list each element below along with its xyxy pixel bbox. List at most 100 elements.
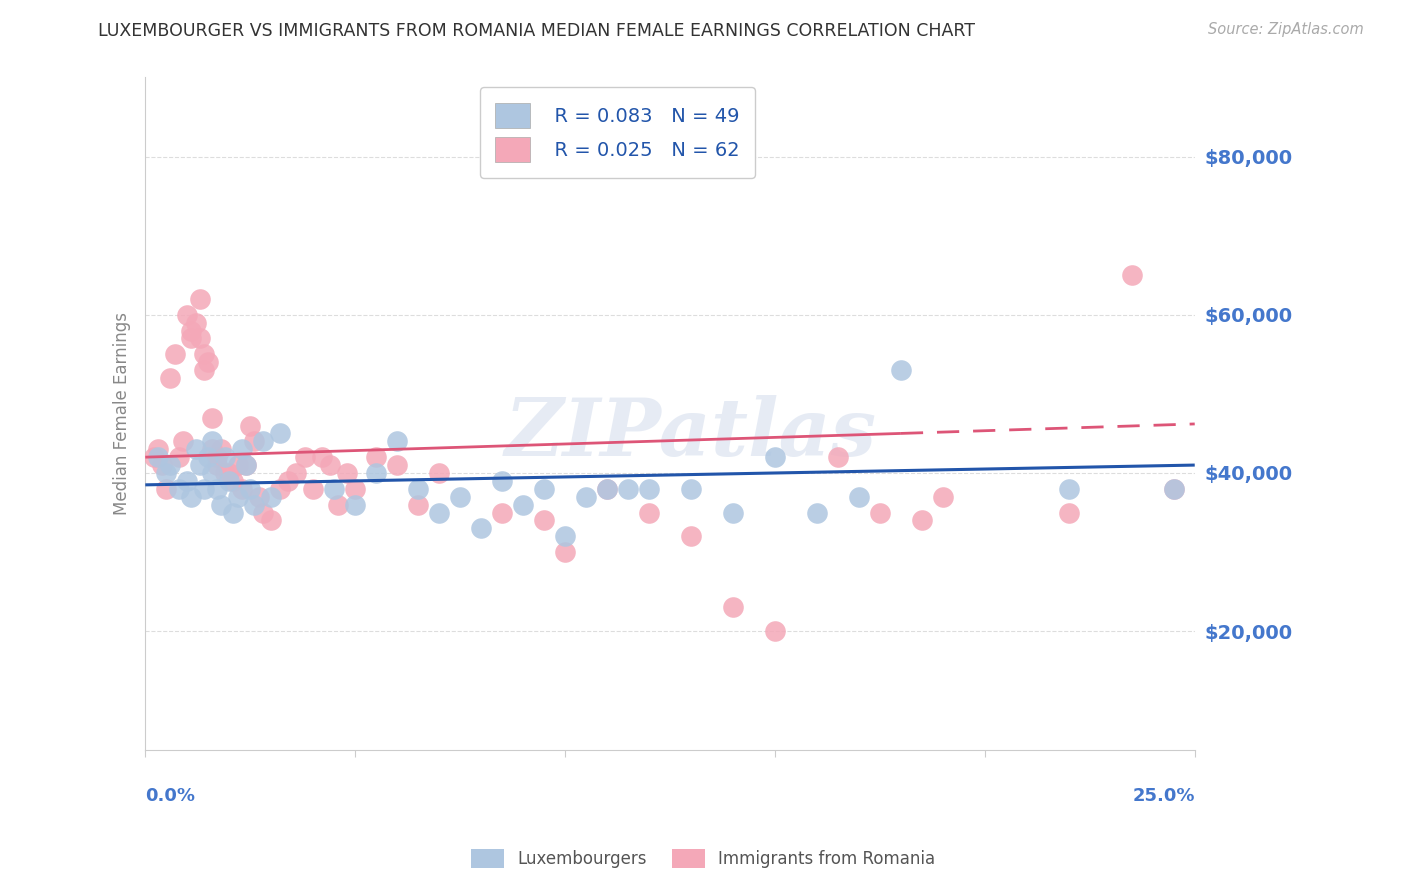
Point [294, 450, 316, 465]
Point [366, 450, 388, 465]
Point [197, 450, 219, 465]
Text: LUXEMBOURGER VS IMMIGRANTS FROM ROMANIA MEDIAN FEMALE EARNINGS CORRELATION CHART: LUXEMBOURGER VS IMMIGRANTS FROM ROMANIA … [98, 22, 976, 40]
Text: ZIPatlas: ZIPatlas [505, 395, 877, 473]
Point [243, 434, 266, 449]
Point [159, 458, 181, 472]
Point [336, 466, 359, 480]
Point [302, 482, 325, 496]
Text: 25.0%: 25.0% [1132, 787, 1195, 805]
Point [193, 363, 215, 377]
Point [188, 331, 211, 345]
Point [209, 442, 232, 457]
Point [427, 466, 450, 480]
Point [184, 316, 207, 330]
Point [188, 458, 211, 472]
Point [205, 450, 228, 465]
Point [252, 506, 274, 520]
Point [205, 458, 228, 472]
Legend: Luxembourgers, Immigrants from Romania: Luxembourgers, Immigrants from Romania [464, 842, 942, 875]
Point [638, 482, 661, 496]
Point [554, 545, 576, 559]
Point [344, 498, 367, 512]
Point [406, 498, 429, 512]
Point [243, 498, 266, 512]
Point [932, 490, 955, 504]
Point [1163, 482, 1185, 496]
Point [235, 458, 257, 472]
Point [146, 442, 169, 457]
Point [470, 521, 492, 535]
Point [218, 474, 240, 488]
Point [277, 474, 299, 488]
Point [260, 490, 283, 504]
Point [218, 466, 240, 480]
Point [533, 482, 555, 496]
Point [638, 506, 661, 520]
Point [239, 418, 262, 433]
Point [269, 426, 291, 441]
Point [214, 450, 236, 465]
Point [491, 506, 513, 520]
Point [180, 324, 202, 338]
Point [869, 506, 891, 520]
Y-axis label: Median Female Earnings: Median Female Earnings [114, 312, 131, 516]
Text: 0.0%: 0.0% [145, 787, 195, 805]
Point [311, 450, 333, 465]
Point [155, 482, 177, 496]
Point [197, 355, 219, 369]
Point [319, 458, 342, 472]
Point [193, 347, 215, 361]
Point [239, 482, 262, 496]
Point [201, 434, 224, 449]
Point [533, 513, 555, 527]
Point [176, 474, 198, 488]
Point [260, 513, 283, 527]
Point [172, 434, 194, 449]
Point [512, 498, 534, 512]
Point [176, 308, 198, 322]
Point [155, 466, 177, 480]
Point [554, 529, 576, 543]
Point [167, 450, 190, 465]
Point [763, 624, 786, 639]
Point [427, 506, 450, 520]
Point [806, 506, 828, 520]
Point [575, 490, 598, 504]
Point [911, 513, 934, 527]
Point [344, 482, 367, 496]
Point [201, 410, 224, 425]
Point [222, 474, 245, 488]
Point [146, 450, 169, 465]
Point [721, 600, 744, 615]
Point [235, 458, 257, 472]
Point [491, 474, 513, 488]
Legend:   R = 0.083   N = 49,   R = 0.025   N = 62: R = 0.083 N = 49, R = 0.025 N = 62 [479, 87, 755, 178]
Text: Source: ZipAtlas.com: Source: ZipAtlas.com [1208, 22, 1364, 37]
Point [366, 466, 388, 480]
Point [252, 434, 274, 449]
Point [214, 466, 236, 480]
Point [193, 482, 215, 496]
Point [226, 490, 249, 504]
Point [167, 482, 190, 496]
Point [385, 458, 408, 472]
Point [150, 458, 173, 472]
Point [328, 498, 350, 512]
Point [231, 482, 253, 496]
Point [323, 482, 346, 496]
Point [184, 442, 207, 457]
Point [890, 363, 912, 377]
Point [1163, 482, 1185, 496]
Point [201, 466, 224, 480]
Point [385, 434, 408, 449]
Point [163, 347, 186, 361]
Point [848, 490, 870, 504]
Point [180, 331, 202, 345]
Point [180, 490, 202, 504]
Point [159, 371, 181, 385]
Point [721, 506, 744, 520]
Point [1057, 506, 1080, 520]
Point [596, 482, 619, 496]
Point [1057, 482, 1080, 496]
Point [617, 482, 640, 496]
